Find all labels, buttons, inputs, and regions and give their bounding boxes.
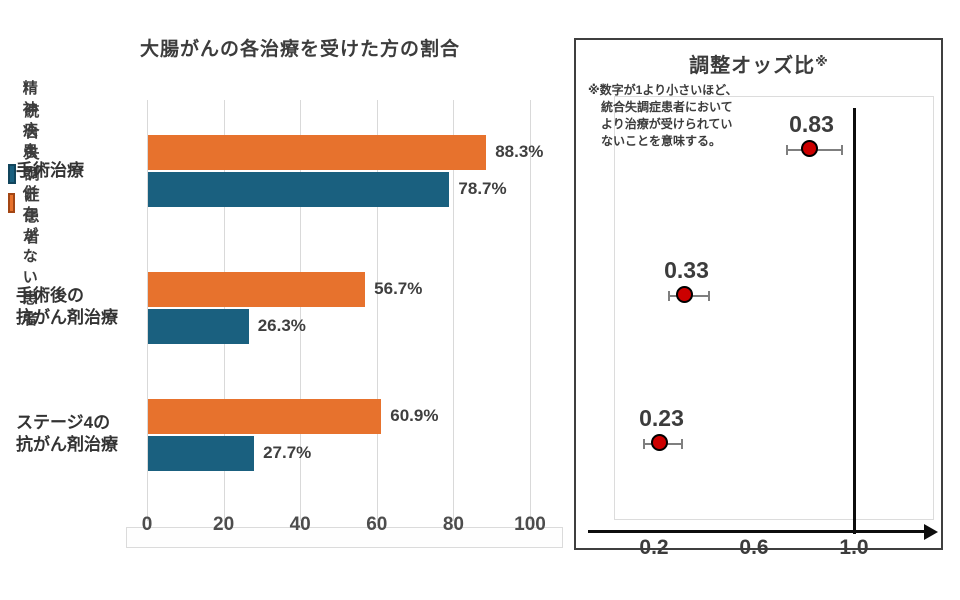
- bar-chart-title: 大腸がんの各治療を受けた方の割合: [139, 39, 460, 60]
- x-tick-label: 100: [514, 514, 546, 535]
- forest-point: [676, 285, 693, 303]
- x-tick-label: 60: [366, 514, 388, 535]
- bar: [148, 172, 450, 207]
- category-label: 手術治療: [16, 161, 84, 180]
- category-label: 手術後の 抗がん剤治療: [16, 286, 118, 327]
- bar-value-label: 88.3%: [495, 142, 544, 161]
- category-label: ステージ4の 抗がん剤治療: [16, 413, 118, 454]
- gridline: [376, 100, 378, 521]
- odds-x-tick-label: 0.6: [739, 536, 769, 559]
- odds-ratio-panel: 調整オッズ比※ ※数字が1より小さいほど、 統合失調症患者において より治療が受…: [574, 38, 943, 559]
- forest-ci-cap-right: [708, 291, 710, 301]
- x-tick-label: 20: [213, 514, 235, 535]
- forest-point: [801, 139, 818, 157]
- odds-plot-area: [614, 96, 934, 520]
- gridline: [453, 100, 455, 521]
- gridline: [530, 100, 531, 521]
- bar: [148, 399, 382, 434]
- forest-point-label: 0.23: [639, 405, 684, 431]
- x-axis-line: [588, 530, 928, 533]
- bar: [148, 436, 255, 471]
- odds-x-tick-label: 0.2: [639, 536, 669, 559]
- axis-arrowhead: [924, 523, 938, 540]
- legend-swatch-orange: [8, 193, 15, 213]
- odds-footnote: ※数字が1より小さいほど、 統合失調症患者において より治療が受けられてい ない…: [588, 82, 768, 150]
- reference-line: [852, 108, 856, 534]
- footnote-line: ※数字が1より小さいほど、: [588, 83, 738, 97]
- legend-item-schizophrenia: 統合失調症患者: [8, 100, 52, 247]
- forest-ci-cap-left: [643, 439, 645, 449]
- bar-value-label: 26.3%: [257, 316, 306, 335]
- bar: [148, 135, 487, 170]
- x-tick-label: 80: [442, 514, 464, 535]
- x-tick-label: 40: [289, 514, 311, 535]
- bar-value-label: 56.7%: [374, 279, 423, 298]
- odds-panel-title: 調整オッズ比※: [689, 54, 828, 77]
- forest-point: [651, 433, 668, 451]
- footnote-line: 統合失調症患者において: [601, 100, 733, 114]
- legend-label: 精神疾患の併存がない患者: [22, 80, 38, 328]
- bar-value-label: 27.7%: [263, 443, 312, 462]
- x-tick-label: 0: [141, 514, 153, 535]
- footnote-line: より治療が受けられてい: [601, 117, 733, 131]
- bar: [148, 309, 249, 344]
- gridline: [147, 100, 148, 521]
- bar: [148, 272, 366, 307]
- forest-point-label: 0.83: [789, 111, 834, 137]
- forest-point-label: 0.33: [664, 257, 709, 283]
- legend-item-no-mental-illness: 精神疾患の併存がない患者: [8, 77, 52, 329]
- forest-ci-cap-left: [668, 291, 670, 301]
- forest-ci-cap-right: [680, 439, 683, 449]
- legend-label: 統合失調症患者: [24, 103, 40, 246]
- forest-ci-cap-right: [840, 145, 843, 155]
- reference-mark: ※: [815, 54, 828, 69]
- footnote-line: ないことを意味する。: [601, 134, 722, 148]
- bar-value-label: 60.9%: [390, 406, 439, 425]
- odds-x-tick-label: 1.0: [839, 536, 869, 559]
- axis-strip: [126, 527, 563, 548]
- bar-value-label: 78.7%: [458, 179, 507, 198]
- legend-swatch-blue: [8, 163, 17, 184]
- forest-ci-cap-left: [785, 145, 788, 155]
- gridline: [300, 100, 302, 521]
